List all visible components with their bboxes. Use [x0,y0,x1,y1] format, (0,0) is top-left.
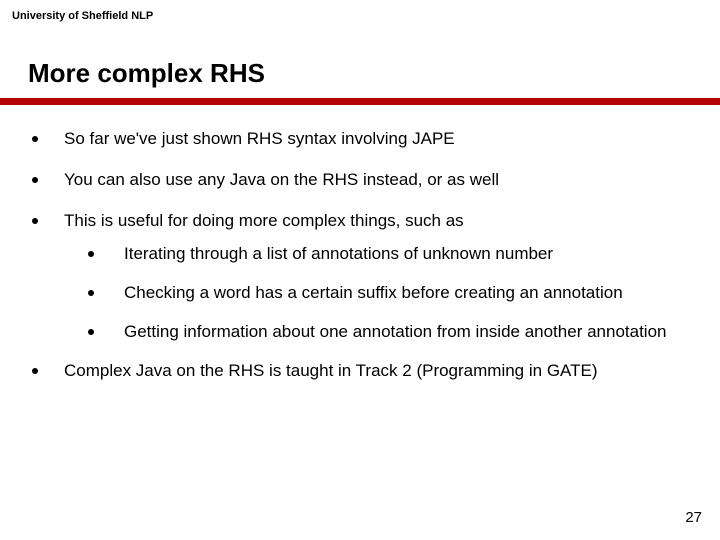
sub-bullet-text: Getting information about one annotation… [124,321,666,344]
bullet-icon [32,368,38,374]
header-label: University of Sheffield NLP [12,10,153,22]
bullet-icon [32,218,38,224]
content-area: So far we've just shown RHS syntax invol… [32,128,680,401]
bullet-item: You can also use any Java on the RHS ins… [32,169,680,192]
bullet-text: You can also use any Java on the RHS ins… [64,169,499,192]
bullet-item: So far we've just shown RHS syntax invol… [32,128,680,151]
bullet-icon [88,290,94,296]
bullet-text: So far we've just shown RHS syntax invol… [64,128,455,151]
slide-title: More complex RHS [28,58,265,89]
bullet-icon [32,136,38,142]
bullet-icon [88,329,94,335]
bullet-icon [88,251,94,257]
bullet-item: Complex Java on the RHS is taught in Tra… [32,360,680,383]
bullet-item: This is useful for doing more complex th… [32,210,680,233]
bullet-text: This is useful for doing more complex th… [64,210,464,233]
page-number: 27 [685,509,702,526]
bullet-text: Complex Java on the RHS is taught in Tra… [64,360,598,383]
bullet-icon [32,177,38,183]
sub-bullet-item: Checking a word has a certain suffix bef… [88,282,680,305]
sub-bullet-item: Getting information about one annotation… [88,321,680,344]
title-underline-rule [0,98,720,105]
sub-bullet-list: Iterating through a list of annotations … [88,243,680,344]
sub-bullet-item: Iterating through a list of annotations … [88,243,680,266]
sub-bullet-text: Iterating through a list of annotations … [124,243,553,266]
sub-bullet-text: Checking a word has a certain suffix bef… [124,282,623,305]
